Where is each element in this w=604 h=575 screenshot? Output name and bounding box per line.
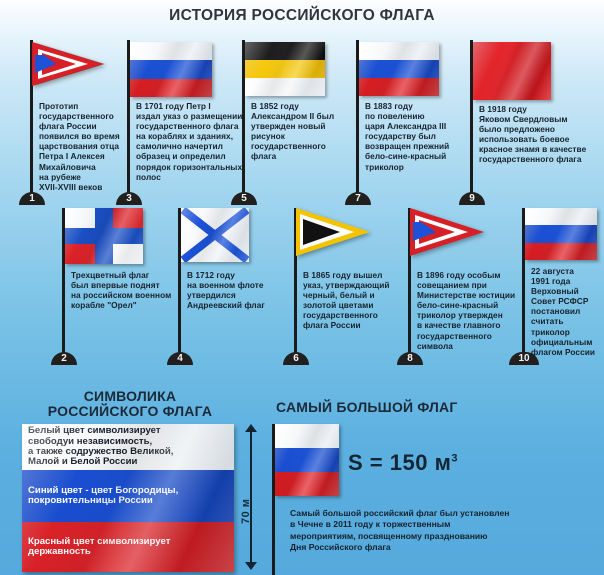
flag-pole	[470, 40, 473, 205]
symbolism-band-blue: Синий цвет - цвет Богородицы, покровител…	[22, 470, 234, 522]
timeline-badge-3[interactable]: 3	[116, 192, 142, 205]
biggest-flag-block: 70 м S = 150 м3 Самый большой российский…	[240, 424, 604, 575]
flag-height-arrow: 70 м	[240, 424, 258, 570]
timeline-entry-7[interactable]: В 1883 году по повелению царя Александра…	[345, 40, 449, 205]
timeline-caption-4: В 1712 году на военном флоте утвердился …	[187, 270, 265, 311]
flag-area-label: S = 150 м	[348, 450, 452, 475]
flag-pole	[272, 424, 275, 575]
timeline-caption-2: Трехцветный флаг был впервые поднят на р…	[71, 270, 172, 311]
timeline-badge-10[interactable]: 10	[509, 352, 539, 365]
timeline-caption-1: Прототип государственного флага России п…	[39, 101, 120, 192]
timeline-entry-4[interactable]: В 1712 году на военном флоте утвердился …	[167, 208, 265, 365]
flag-pole	[242, 40, 245, 205]
timeline-badge-2[interactable]: 2	[51, 352, 77, 365]
symbolism-title: СИМВОЛИКА РОССИЙСКОГО ФЛАГА	[47, 388, 213, 419]
flag-pole	[127, 40, 130, 205]
timeline-entry-2[interactable]: Трехцветный флаг был впервые поднят на р…	[51, 208, 171, 365]
timeline-entry-3[interactable]: В 1701 году Петр I издал указ о размещен…	[116, 40, 242, 205]
biggest-tricolor-flag	[275, 424, 339, 496]
timeline-entry-9[interactable]: В 1918 году Яковом Свердловым было предл…	[459, 40, 586, 205]
page-title: ИСТОРИЯ РОССИЙСКОГО ФЛАГА	[169, 7, 435, 24]
timeline-badge-1[interactable]: 1	[19, 192, 45, 205]
flag-area-exponent: 3	[451, 452, 458, 465]
timeline-badge-9[interactable]: 9	[459, 192, 485, 205]
biggest-flag-title: САМЫЙ БОЛЬШОЙ ФЛАГ	[276, 399, 458, 415]
flag-pole	[356, 40, 359, 205]
tricolor-white-blue-red-flag	[525, 208, 597, 260]
red-banner-flag	[473, 42, 551, 100]
flag-pole	[408, 208, 411, 363]
biggest-flag-description: Самый большой российский флаг был устано…	[290, 508, 510, 553]
flag-area-value: S = 150 м3	[348, 450, 458, 476]
timeline-badge-5[interactable]: 5	[231, 192, 257, 205]
flag-pole	[30, 40, 33, 205]
flag-pole	[62, 208, 65, 363]
flag-pole	[178, 208, 181, 363]
timeline-caption-6: В 1865 году вышел указ, утверждающий чер…	[303, 270, 390, 331]
timeline-caption-9: В 1918 году Яковом Свердловым было предл…	[479, 104, 587, 165]
symbolism-flag: Белый цвет символизирует свободуи незави…	[22, 424, 234, 572]
timeline-badge-6[interactable]: 6	[283, 352, 309, 365]
timeline-badge-7[interactable]: 7	[345, 192, 371, 205]
flag-pole	[294, 208, 297, 363]
black-white-gold-pennant-flag	[296, 208, 370, 256]
orel-naval-cross-flag	[65, 208, 143, 264]
symbolism-band-white: Белый цвет символизирует свободуи незави…	[22, 424, 234, 470]
symbolism-red-text: Красный цвет символизирует державность	[28, 535, 171, 557]
prototype-pennant-flag	[32, 42, 106, 87]
tricolor-white-blue-red-flag	[359, 42, 439, 96]
saint-andrew-cross-flag	[181, 208, 249, 262]
timeline-entry-10[interactable]: 22 августа 1991 года Верховный Совет РСФ…	[509, 208, 597, 365]
timeline-badge-8[interactable]: 8	[397, 352, 423, 365]
timeline-entry-5[interactable]: В 1852 году Александром II был утвержден…	[231, 40, 334, 205]
symbolism-white-text: Белый цвет символизирует свободуи незави…	[28, 425, 174, 468]
white-blue-red-pennant-flag	[410, 208, 484, 256]
tricolor-white-blue-red-flag	[130, 42, 212, 97]
timeline-caption-5: В 1852 году Александром II был утвержден…	[251, 101, 335, 162]
timeline-caption-8: В 1896 году особым совещанием при Минист…	[417, 270, 516, 351]
timeline-badge-4[interactable]: 4	[167, 352, 193, 365]
flag-height-label: 70 м	[240, 498, 252, 524]
black-yellow-white-flag	[245, 42, 325, 96]
timeline-caption-10: 22 августа 1991 года Верховный Совет РСФ…	[531, 266, 596, 357]
timeline-caption-7: В 1883 году по повелению царя Александра…	[365, 101, 450, 172]
timeline-caption-3: В 1701 году Петр I издал указ о размещен…	[136, 101, 243, 182]
symbolism-band-red: Красный цвет символизирует державность	[22, 522, 234, 572]
symbolism-blue-text: Синий цвет - цвет Богородицы, покровител…	[28, 484, 179, 506]
flag-pole	[522, 208, 525, 363]
